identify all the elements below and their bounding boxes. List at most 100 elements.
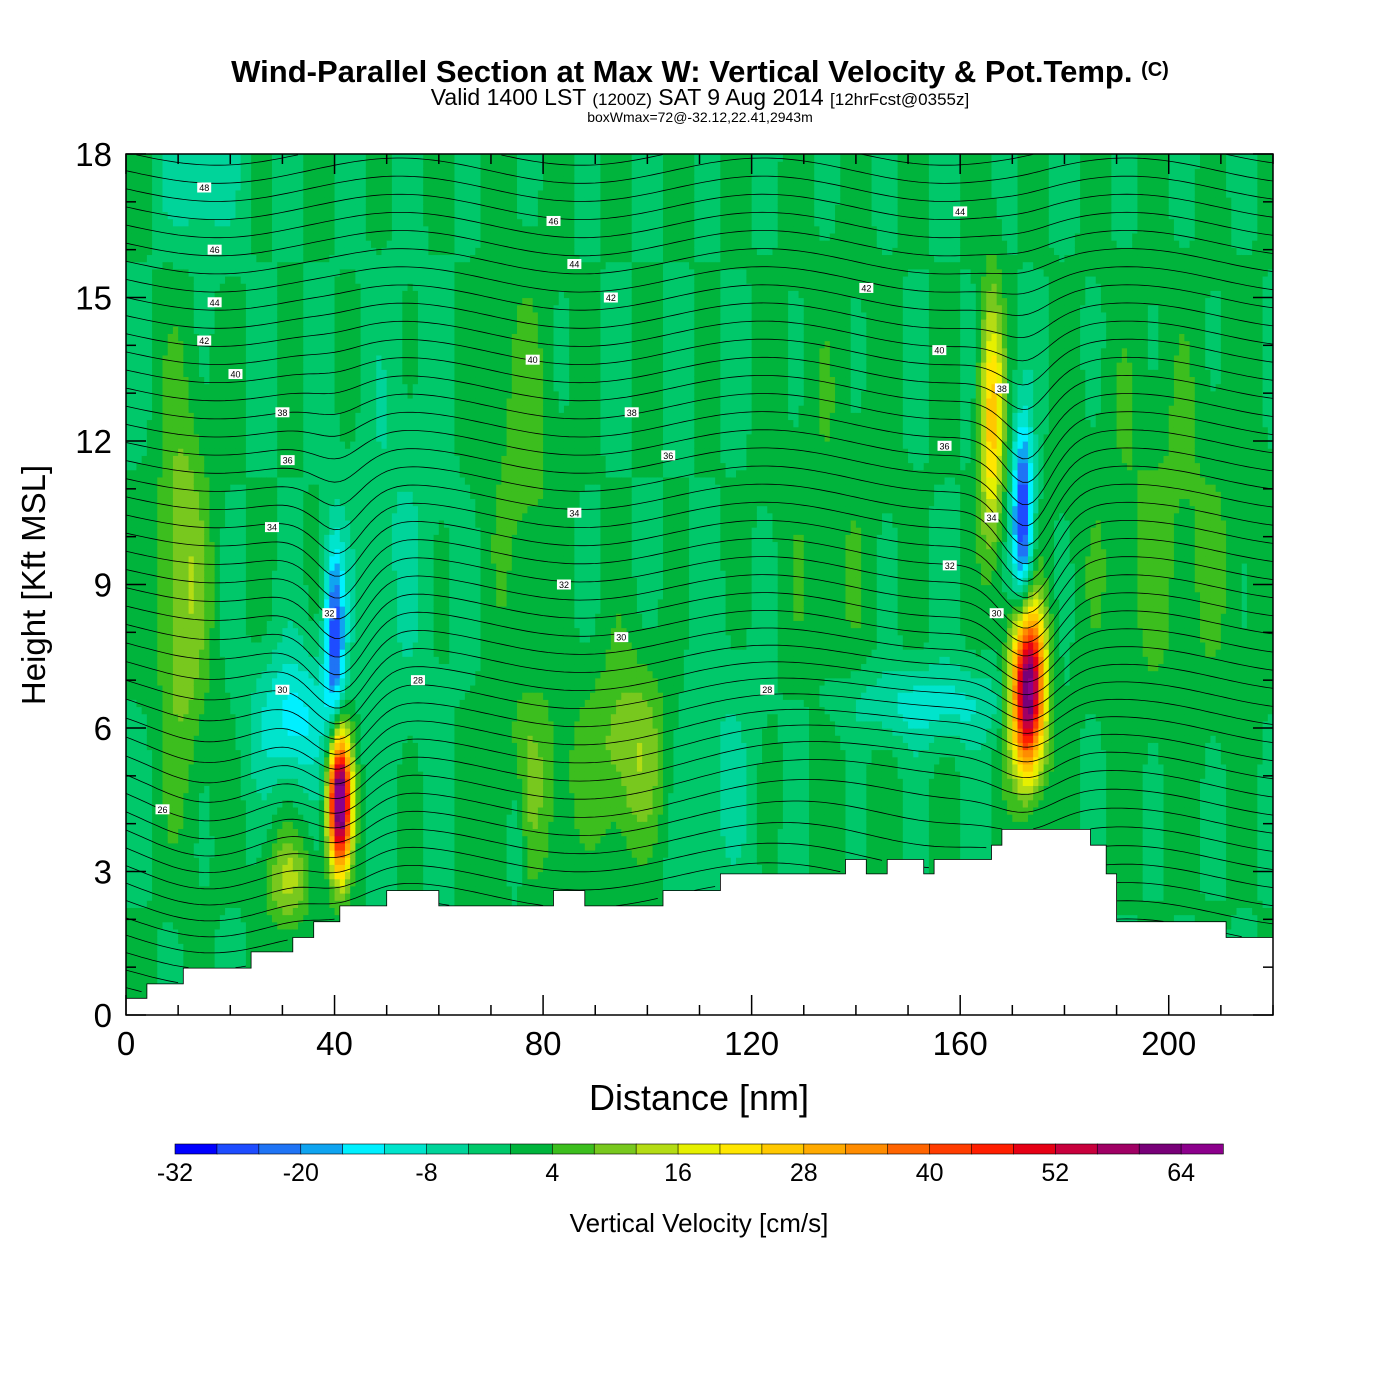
velocity-cell	[142, 376, 148, 384]
velocity-cell	[157, 341, 163, 349]
velocity-cell	[152, 778, 158, 786]
velocity-cell	[142, 671, 148, 679]
velocity-cell	[126, 628, 132, 636]
velocity-cell	[199, 204, 205, 212]
velocity-cell	[199, 671, 205, 679]
velocity-cell	[194, 283, 200, 291]
velocity-cell	[147, 771, 153, 779]
velocity-cell	[157, 204, 163, 212]
velocity-cell	[136, 635, 142, 643]
velocity-cell	[220, 671, 226, 679]
velocity-cell	[189, 276, 195, 284]
velocity-cell	[189, 592, 195, 600]
velocity-cell	[168, 735, 174, 743]
velocity-cell	[209, 807, 215, 815]
velocity-cell	[157, 176, 163, 184]
velocity-cell	[168, 663, 174, 671]
velocity-cell	[157, 828, 163, 836]
velocity-cell	[194, 427, 200, 435]
velocity-cell	[194, 211, 200, 219]
velocity-cell	[204, 671, 210, 679]
velocity-cell	[220, 728, 226, 736]
velocity-cell	[136, 376, 142, 384]
velocity-cell	[147, 520, 153, 528]
velocity-cell	[173, 176, 179, 184]
velocity-cell	[183, 233, 189, 241]
velocity-cell	[173, 168, 179, 176]
velocity-cell	[126, 857, 132, 865]
velocity-cell	[199, 864, 205, 872]
velocity-cell	[168, 369, 174, 377]
velocity-cell	[168, 405, 174, 413]
velocity-cell	[136, 900, 142, 908]
velocity-cell	[209, 405, 215, 413]
velocity-cell	[215, 491, 221, 499]
velocity-cell	[142, 369, 148, 377]
velocity-cell	[142, 506, 148, 514]
velocity-cell	[215, 785, 221, 793]
velocity-cell	[157, 549, 163, 557]
velocity-cell	[157, 362, 163, 370]
velocity-cell	[194, 154, 200, 162]
velocity-cell	[183, 721, 189, 729]
velocity-cell	[152, 290, 158, 298]
velocity-cell	[131, 685, 137, 693]
velocity-cell	[189, 793, 195, 801]
velocity-cell	[173, 298, 179, 306]
velocity-cell	[204, 262, 210, 270]
velocity-cell	[168, 190, 174, 198]
velocity-cell	[215, 541, 221, 549]
velocity-cell	[142, 419, 148, 427]
velocity-cell	[142, 412, 148, 420]
velocity-cell	[163, 735, 169, 743]
velocity-cell	[199, 857, 205, 865]
velocity-cell	[126, 513, 132, 521]
velocity-cell	[209, 821, 215, 829]
velocity-cell	[209, 585, 215, 593]
velocity-cell	[157, 907, 163, 915]
velocity-cell	[126, 305, 132, 313]
velocity-cell	[163, 635, 169, 643]
velocity-cell	[147, 843, 153, 851]
velocity-cell	[199, 498, 205, 506]
velocity-cell	[189, 197, 195, 205]
velocity-cell	[215, 384, 221, 392]
velocity-cell	[209, 226, 215, 234]
velocity-cell	[147, 348, 153, 356]
velocity-cell	[183, 448, 189, 456]
velocity-cell	[178, 750, 184, 758]
velocity-cell	[157, 197, 163, 205]
velocity-cell	[126, 463, 132, 471]
velocity-cell	[199, 771, 205, 779]
velocity-cell	[215, 168, 221, 176]
velocity-cell	[215, 635, 221, 643]
velocity-cell	[163, 183, 169, 191]
velocity-cell	[183, 405, 189, 413]
velocity-cell	[209, 628, 215, 636]
velocity-cell	[194, 728, 200, 736]
velocity-cell	[126, 671, 132, 679]
velocity-cell	[215, 484, 221, 492]
velocity-cell	[147, 427, 153, 435]
velocity-cell	[199, 721, 205, 729]
velocity-cell	[220, 958, 226, 966]
velocity-cell	[152, 355, 158, 363]
velocity-cell	[173, 936, 179, 944]
velocity-cell	[131, 176, 137, 184]
velocity-cell	[183, 563, 189, 571]
velocity-cell	[209, 685, 215, 693]
velocity-cell	[126, 427, 132, 435]
velocity-cell	[215, 585, 221, 593]
velocity-cell	[194, 706, 200, 714]
velocity-cell	[189, 649, 195, 657]
velocity-cell	[220, 391, 226, 399]
velocity-cell	[215, 836, 221, 844]
velocity-cell	[178, 168, 184, 176]
velocity-cell	[131, 563, 137, 571]
velocity-cell	[220, 577, 226, 585]
velocity-cell	[183, 943, 189, 951]
velocity-cell	[194, 671, 200, 679]
velocity-cell	[183, 240, 189, 248]
velocity-cell	[204, 893, 210, 901]
velocity-cell	[183, 678, 189, 686]
